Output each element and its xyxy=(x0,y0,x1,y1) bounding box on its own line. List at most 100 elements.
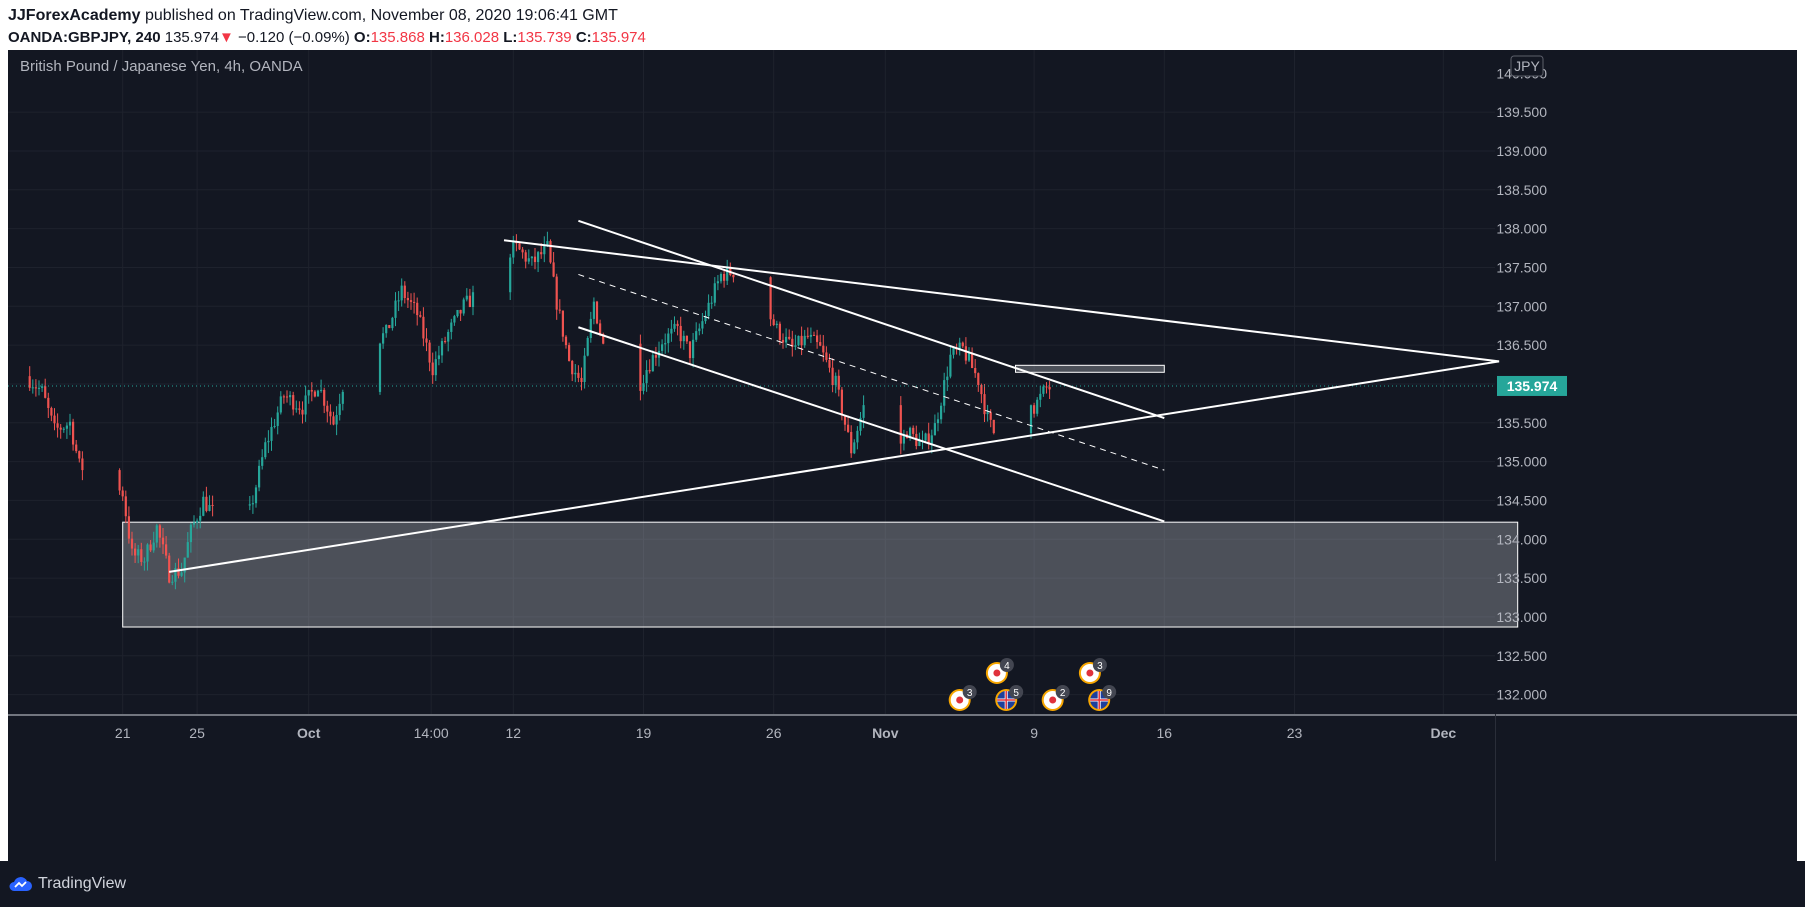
candle-down xyxy=(974,367,977,374)
candle-up xyxy=(202,496,205,516)
candle-down xyxy=(769,277,772,320)
candle-up xyxy=(940,405,943,420)
candle-down xyxy=(406,298,409,301)
candle-down xyxy=(416,302,419,316)
candle-down xyxy=(540,252,543,255)
candle-up xyxy=(589,318,592,338)
candle-up xyxy=(713,283,716,303)
candle-up xyxy=(447,331,450,342)
x-tick-label: 26 xyxy=(766,725,782,741)
candle-up xyxy=(958,342,961,350)
candle-up xyxy=(397,300,400,302)
y-tick-label: 133.000 xyxy=(1496,609,1547,625)
candle-up xyxy=(695,331,698,340)
candle-up xyxy=(62,428,65,430)
candle-down xyxy=(121,490,124,497)
candle-down xyxy=(778,323,781,340)
flag-disc xyxy=(956,696,964,704)
y-tick-label: 135.500 xyxy=(1496,415,1547,431)
candle-down xyxy=(571,360,574,375)
flag-disc xyxy=(993,669,1001,677)
candle-down xyxy=(791,338,794,347)
candle-up xyxy=(196,520,199,523)
candle-up xyxy=(450,322,453,332)
candle-up xyxy=(267,440,270,443)
candle-up xyxy=(183,557,186,573)
candle-down xyxy=(419,315,422,317)
candle-up xyxy=(537,252,540,263)
candle-up xyxy=(986,412,989,415)
candle-up xyxy=(295,408,298,410)
candle-up xyxy=(264,442,267,458)
candle-up xyxy=(456,309,459,317)
candle-down xyxy=(812,334,816,336)
candle-down xyxy=(729,266,732,275)
candle-up xyxy=(673,323,676,329)
candle-down xyxy=(840,389,843,416)
x-tick-label: 9 xyxy=(1030,725,1038,741)
candle-down xyxy=(822,345,825,353)
candle-down xyxy=(158,525,161,538)
event-count-bubble xyxy=(1009,685,1024,699)
candle-down xyxy=(806,335,809,337)
candle-up xyxy=(726,266,729,281)
x-tick-label: Nov xyxy=(872,725,899,741)
event-count-bubble xyxy=(1055,685,1070,699)
uk-flag-event-marker: 9 xyxy=(1088,685,1117,711)
candle-up xyxy=(583,355,586,383)
candle-up xyxy=(645,370,648,384)
footer xyxy=(0,861,1805,907)
drawings-zones xyxy=(122,364,1519,628)
candle-up xyxy=(803,335,806,346)
symbol-name: OANDA:GBPJPY, 240 xyxy=(8,29,161,46)
candle-down xyxy=(282,396,285,398)
candle-down xyxy=(564,336,568,346)
candle-up xyxy=(453,316,456,323)
candle-down xyxy=(409,300,413,302)
low-value: 135.739 xyxy=(517,29,572,46)
candle-down xyxy=(831,367,834,386)
candle-up xyxy=(682,335,685,342)
candle-down xyxy=(413,301,416,303)
candle-down xyxy=(81,458,84,471)
candle-up xyxy=(68,421,72,426)
y-tick-label: 137.500 xyxy=(1496,259,1547,275)
author-name[interactable]: JJForexAcademy xyxy=(8,7,141,24)
flag-disc xyxy=(1049,696,1057,704)
candle-down xyxy=(177,568,180,576)
candle-down xyxy=(459,309,462,314)
candle-up xyxy=(320,389,323,391)
channel-top xyxy=(578,219,1165,420)
candle-up xyxy=(378,343,382,392)
candle-down xyxy=(558,309,561,311)
candle-up xyxy=(276,412,279,426)
candle-up xyxy=(270,426,273,441)
candle-up xyxy=(952,348,955,355)
candle-up xyxy=(199,515,202,521)
candle-up xyxy=(664,343,667,345)
candle-down xyxy=(310,390,313,392)
candle-down xyxy=(524,252,527,262)
candle-up xyxy=(394,300,397,318)
y-tick-label: 139.500 xyxy=(1496,104,1547,120)
channel-mid-dashed xyxy=(578,273,1165,471)
candle-up xyxy=(316,390,320,397)
candle-up xyxy=(41,386,44,388)
event-count-bubble xyxy=(962,685,977,699)
event-count: 4 xyxy=(1004,661,1010,672)
candle-up xyxy=(192,522,196,525)
candle-up xyxy=(186,542,189,558)
axes: 132.000 132.500 133.000 133.500 134.000 134.5… xyxy=(8,55,1797,861)
candle-up xyxy=(710,302,713,304)
candle-up xyxy=(936,419,940,424)
candle-up xyxy=(273,425,276,427)
price-change: −0.120 (−0.09%) xyxy=(238,29,350,46)
candle-up xyxy=(400,285,403,301)
price-chart[interactable]: 4 3 3 5 2 9 132.000 132.500 133.000 133.500 134.0… xyxy=(8,50,1797,861)
last-price-badge xyxy=(1497,375,1567,396)
candle-up xyxy=(701,321,704,329)
candle-down xyxy=(422,316,425,339)
candle-up xyxy=(289,395,292,398)
event-count: 3 xyxy=(967,688,973,699)
tradingview-logo[interactable]: TradingView xyxy=(8,875,126,893)
